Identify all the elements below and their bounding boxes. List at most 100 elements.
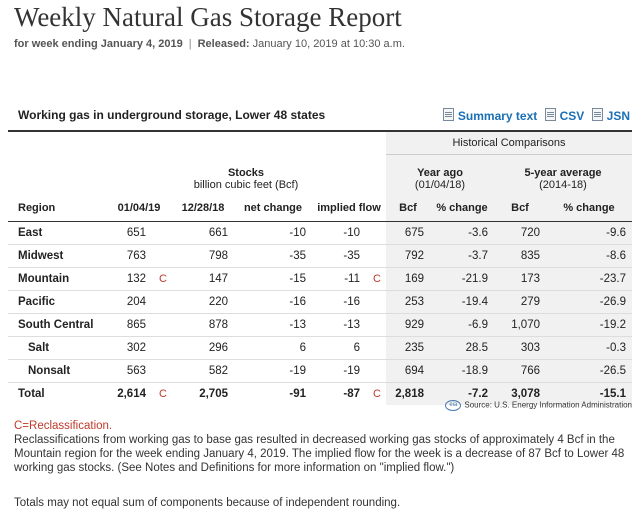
cell-value: 865 — [126, 318, 146, 331]
five-year-pct-cell: -0.3 — [546, 336, 632, 360]
column-header: % change — [430, 194, 494, 222]
prior-stocks-cell: 296 — [172, 336, 234, 360]
year-ago-pct-cell: -18.9 — [430, 359, 494, 383]
reclassification-flag: C — [373, 272, 381, 285]
year-ago-header: Year ago (01/04/18) — [386, 154, 494, 195]
summary-text-link[interactable]: Summary text — [457, 109, 538, 123]
source-text: Source: U.S. Energy Information Administ… — [464, 400, 632, 410]
cell-value: 1,070 — [511, 318, 540, 331]
cell-value: -26.5 — [599, 364, 626, 377]
download-links: Summary text CSV JSN — [439, 108, 630, 123]
cell-value: 792 — [404, 249, 424, 262]
released-value: January 10, 2019 at 10:30 a.m. — [252, 38, 405, 50]
five-year-pct-cell: -26.9 — [546, 290, 632, 314]
cell-value: -26.9 — [599, 295, 626, 308]
cell-value: 675 — [404, 226, 424, 239]
five-year-pct-cell: -26.5 — [546, 359, 632, 383]
year-ago-bcf-cell: 169 — [386, 267, 430, 291]
net-change-cell: -35 — [234, 244, 312, 268]
cell-value: -35 — [289, 249, 306, 262]
source-credit: eia Source: U.S. Energy Information Admin… — [445, 400, 632, 411]
implied-flow-cell: -10 — [312, 221, 386, 245]
document-icon — [442, 108, 454, 121]
cell-value: 132 — [126, 272, 146, 285]
prior-stocks-cell: 147 — [172, 267, 234, 291]
cell-value: -7.2 — [468, 387, 488, 400]
cell-value: 3,078 — [511, 387, 540, 400]
notes: C=Reclassification. Reclassifications fr… — [14, 419, 626, 475]
stocks-header: Stocks billion cubic feet (Bcf) — [106, 155, 386, 195]
implied-flow-cell: -16 — [312, 290, 386, 314]
year-ago-date: (01/04/18) — [414, 178, 466, 191]
current-stocks-cell: 763 — [106, 244, 172, 268]
five-year-bcf-cell: 303 — [494, 336, 546, 360]
net-change-cell: -10 — [234, 221, 312, 245]
cell-value: -23.7 — [599, 272, 626, 285]
current-stocks-cell: 563 — [106, 359, 172, 383]
five-year-pct-cell: -9.6 — [546, 221, 632, 245]
cell-value: 694 — [404, 364, 424, 377]
current-stocks-cell: 865 — [106, 313, 172, 337]
net-change-cell: -13 — [234, 313, 312, 337]
json-link[interactable]: JSN — [606, 109, 630, 123]
historical-comparisons-header: Historical Comparisons — [386, 132, 632, 155]
cell-value: -19 — [289, 364, 306, 377]
cell-value: 28.5 — [465, 341, 488, 354]
cell-value: 2,818 — [395, 387, 424, 400]
year-ago-bcf-cell: 675 — [386, 221, 430, 245]
cell-value: -16 — [289, 295, 306, 308]
document-icon — [591, 108, 603, 121]
table-row: Mountain 132 C 147 -15 -11 C 169 -21.9 173 -23.7 — [8, 267, 632, 291]
table-row: Midwest 763 798 -35 -35 792 -3.7 835 -8.6 — [8, 244, 632, 268]
cell-value: 2,705 — [199, 387, 228, 400]
cell-value: 835 — [520, 249, 540, 262]
year-ago-bcf-cell: 694 — [386, 359, 430, 383]
cell-value: -10 — [343, 226, 360, 239]
cell-value: 303 — [520, 341, 540, 354]
cell-value: Total — [18, 387, 45, 400]
document-icon — [544, 108, 556, 121]
five-year-pct-cell: -15.1 — [546, 382, 632, 405]
prior-stocks-cell: 878 — [172, 313, 234, 337]
cell-value: -10 — [289, 226, 306, 239]
cell-value: South Central — [18, 318, 94, 331]
five-year-bcf-cell: 766 — [494, 359, 546, 383]
table-row: Nonsalt 563 582 -19 -19 694 -18.9 766 -26.5 — [8, 359, 632, 383]
panel-header: Working gas in underground storage, Lowe… — [8, 104, 632, 132]
cell-value: 766 — [520, 364, 540, 377]
table-row: South Central 865 878 -13 -13 929 -6.9 1,070 -19… — [8, 313, 632, 337]
cell-value: -87 — [343, 387, 360, 400]
column-header: 12/28/18 — [172, 194, 234, 222]
cell-value: 220 — [208, 295, 228, 308]
report-dates: for week ending January 4, 2019 | Released… — [14, 38, 405, 50]
current-stocks-cell: 204 — [106, 290, 172, 314]
net-change-cell: -91 — [234, 382, 312, 405]
cell-value: -11 — [344, 272, 360, 285]
released-label: Released: — [197, 38, 250, 50]
region-cell: Nonsalt — [8, 359, 106, 383]
cell-value: -15.1 — [599, 387, 626, 400]
year-ago-pct-cell: -3.7 — [430, 244, 494, 268]
region-cell: Midwest — [8, 244, 106, 268]
year-ago-bcf-cell: 253 — [386, 290, 430, 314]
net-change-cell: -16 — [234, 290, 312, 314]
prior-stocks-cell: 798 — [172, 244, 234, 268]
column-header: Bcf — [386, 194, 430, 222]
cell-value: Pacific — [18, 295, 56, 308]
implied-flow-cell: -87 C — [312, 382, 386, 405]
column-header: net change — [234, 194, 312, 222]
current-stocks-cell: 302 — [106, 336, 172, 360]
year-ago-pct-cell: -19.4 — [430, 290, 494, 314]
csv-link[interactable]: CSV — [559, 109, 585, 123]
cell-value: Mountain — [18, 272, 70, 285]
year-ago-title: Year ago — [417, 166, 463, 179]
cell-value: -18.9 — [461, 364, 488, 377]
year-ago-bcf-cell: 929 — [386, 313, 430, 337]
column-header: % change — [546, 194, 632, 222]
cell-value: Salt — [28, 341, 50, 354]
five-year-pct-cell: -23.7 — [546, 267, 632, 291]
cell-value: 204 — [126, 295, 146, 308]
cell-value: East — [18, 226, 43, 239]
reclassification-flag: C — [159, 272, 167, 285]
cell-value: 302 — [126, 341, 146, 354]
